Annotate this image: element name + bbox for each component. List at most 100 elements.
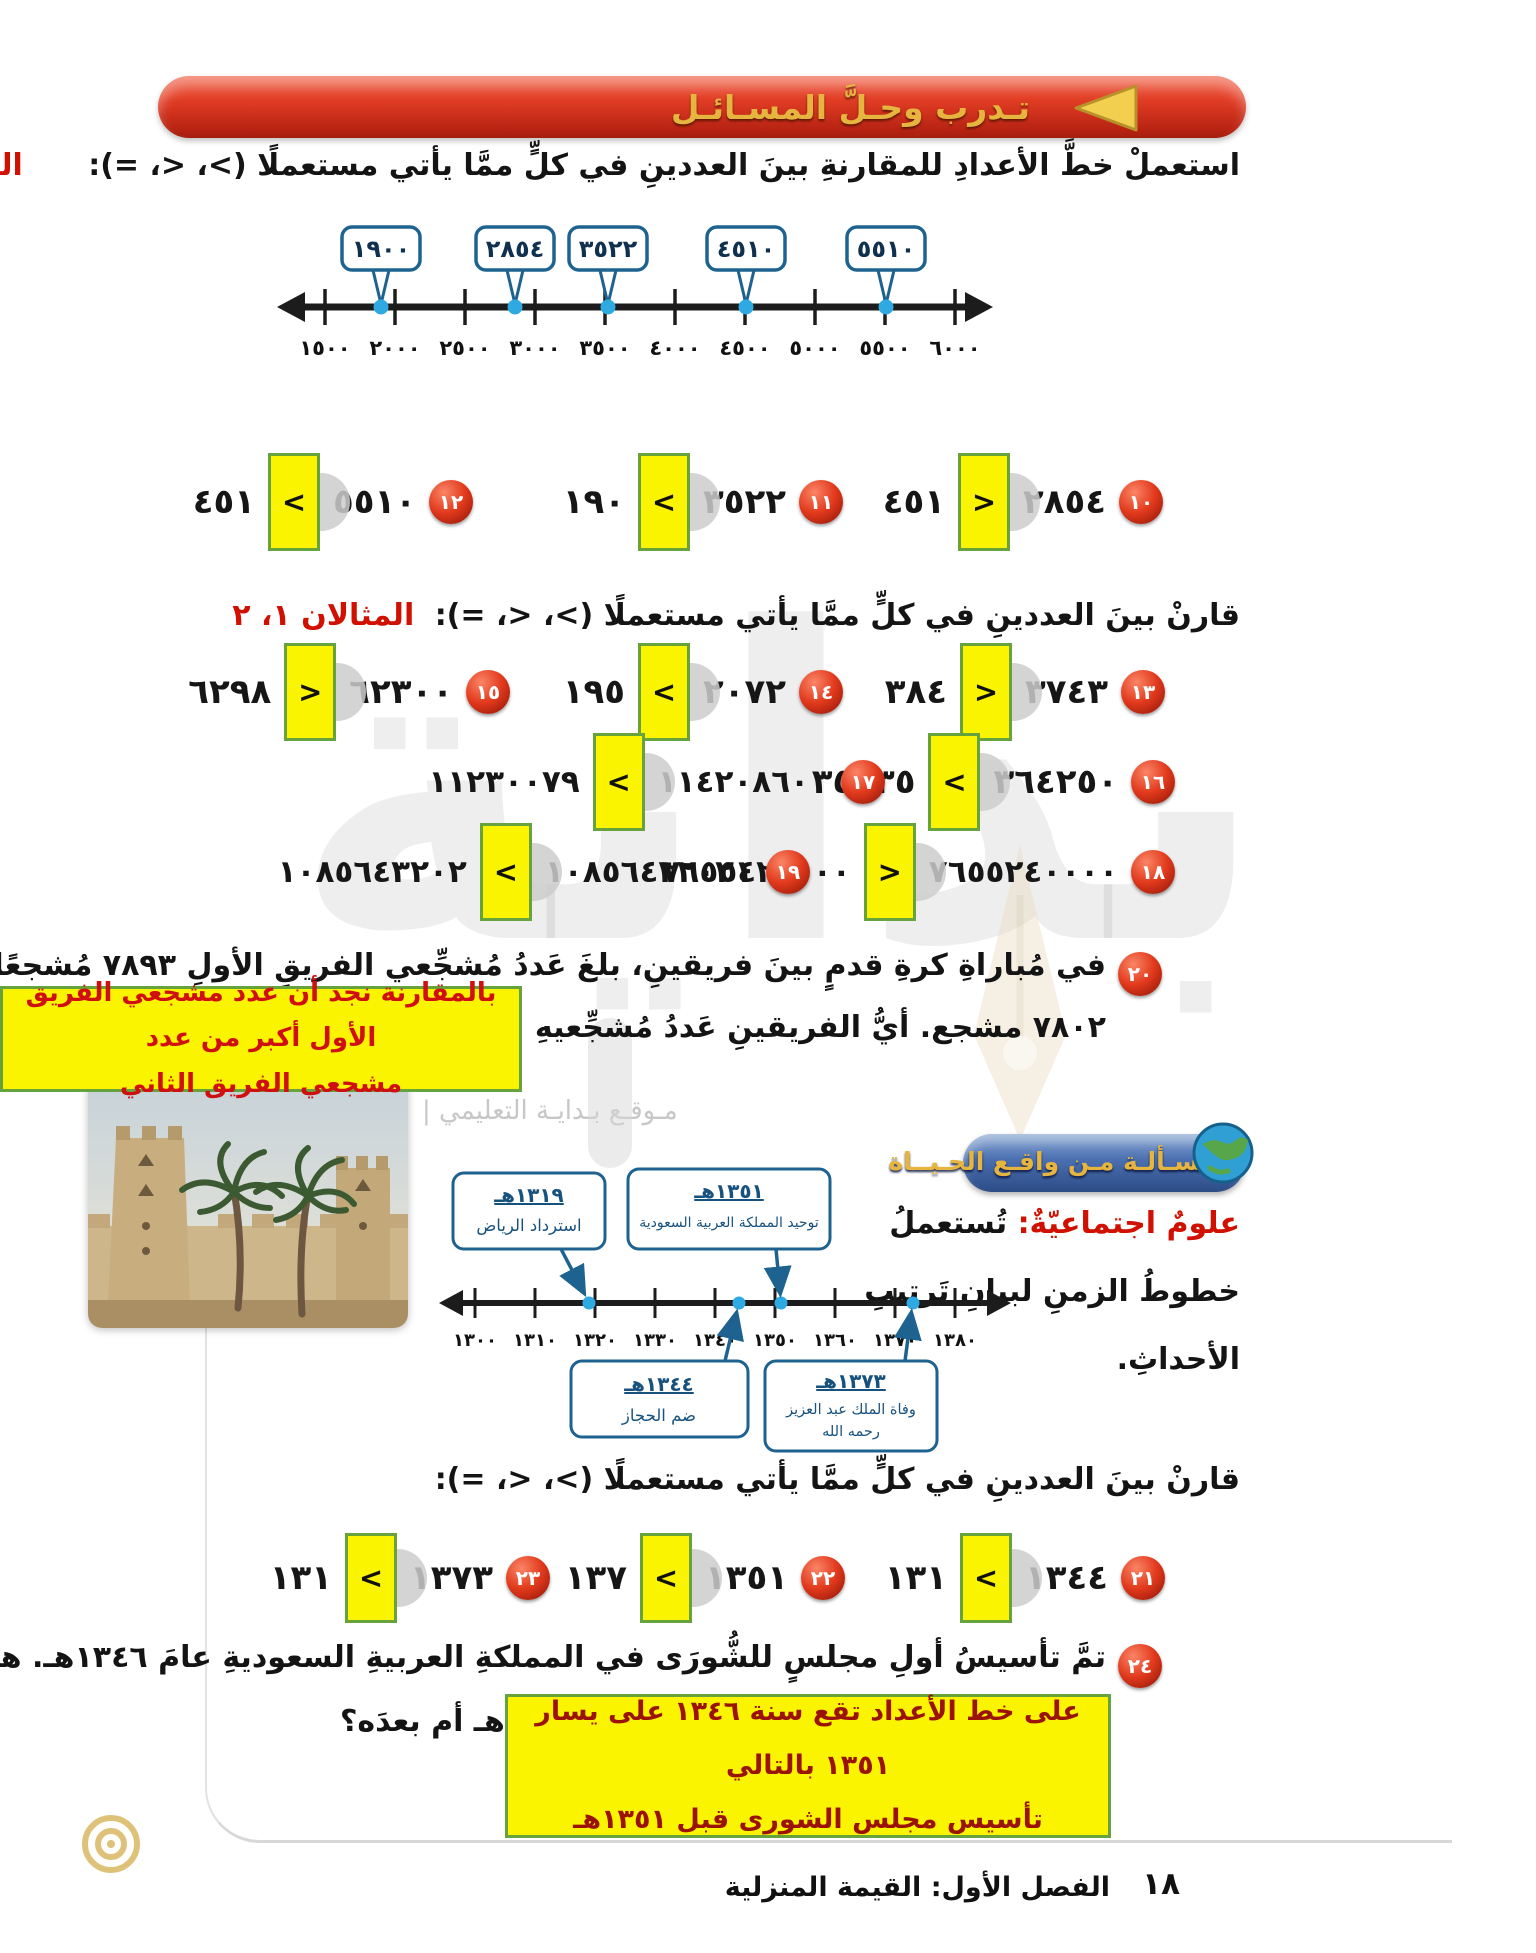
page-number: ١٨ bbox=[1142, 1866, 1180, 1902]
event-year: ١٣٤٤هـ bbox=[623, 1372, 694, 1396]
second-number: ١٣١ bbox=[269, 1558, 332, 1598]
comparison-symbol: < bbox=[493, 855, 519, 889]
answer-box[interactable]: < bbox=[637, 643, 690, 741]
answer-box[interactable]: < bbox=[592, 733, 645, 831]
problem-number-badge: ١١ bbox=[799, 480, 843, 524]
event-year: ١٣٥١هـ bbox=[693, 1179, 764, 1203]
problem-number-badge: ١٠ bbox=[1119, 480, 1163, 524]
watermark-pen-nib bbox=[974, 845, 1066, 1140]
footer-chapter-title: الفصل الأول: القيمة المنزلية bbox=[724, 1872, 1110, 1903]
examples-reference: المثالان ١، ٢ bbox=[0, 148, 23, 183]
comparison-symbol: > bbox=[877, 855, 902, 889]
tick-label: ٦٠٠٠ bbox=[929, 336, 980, 360]
problem-number-badge: ١٣ bbox=[1121, 670, 1165, 714]
problem-number-badge: ١٥ bbox=[466, 670, 510, 714]
event-label: ضم الحجاز bbox=[621, 1406, 696, 1426]
problem-item-11: ١١ ٣٥٢٢ < ١٩٠ bbox=[563, 452, 843, 552]
tick-label: ١٣٦٠ bbox=[813, 1330, 857, 1351]
problem-item-22: ٢٢ ١٣٥١ < ١٣٧ bbox=[565, 1528, 845, 1628]
problem-item-16: ١٦ ٣٦٤٢٥٠ < ٣٥٦٣٥ bbox=[812, 732, 1175, 832]
timeline-tick-labels: ١٣٠٠ ١٣١٠ ١٣٢٠ ١٣٣٠ ١٣٤٠ ١٣٥٠ ١٣٦٠ ١٣٧٠ … bbox=[453, 1330, 977, 1351]
spiral-ornament-icon bbox=[82, 1815, 140, 1873]
answer-box[interactable]: > bbox=[959, 643, 1012, 741]
callout-tails bbox=[370, 264, 897, 306]
problem-item-15: ١٥ ٦٢٣٠٠ > ٦٢٩٨ bbox=[188, 642, 510, 742]
comparison-symbol: > bbox=[973, 675, 999, 709]
instruction-compare-2: قارنْ بينَ العددينِ في كلٍّ ممَّا يأتي م… bbox=[434, 1462, 1240, 1497]
tick-label: ١٣٠٠ bbox=[453, 1330, 497, 1351]
answer-box[interactable]: < bbox=[959, 1533, 1012, 1623]
watermark-logo-text: بداية bbox=[290, 540, 1270, 1040]
answer-box[interactable]: < bbox=[637, 453, 690, 551]
examples-reference: المثالان ١، ٢ bbox=[232, 598, 415, 633]
problem-number-badge: ١٤ bbox=[799, 670, 843, 714]
callout-value: ١٩٠٠ bbox=[352, 235, 411, 263]
answer-box[interactable]: < bbox=[928, 733, 981, 831]
answer-box[interactable]: > bbox=[957, 453, 1010, 551]
second-number: ٤٥١ bbox=[882, 482, 945, 522]
callout-value: ٣٥٢٢ bbox=[579, 235, 638, 263]
problem-item-13: ١٣ ٣٧٤٣ > ٣٨٤ bbox=[885, 642, 1165, 742]
event-year: ١٣٧٣هـ bbox=[815, 1369, 886, 1393]
second-number: ٣٨٤ bbox=[884, 672, 947, 712]
answer-text: بالمقارنة نجد أن عدد مشجعي الفريق الأول … bbox=[25, 977, 497, 1054]
globe-icon bbox=[1192, 1122, 1254, 1184]
timeline-event-texts: ١٣١٩هـ استرداد الرياض ١٣٥١هـ توحيد الممل… bbox=[476, 1179, 916, 1440]
problem-item-14: ١٤ ٢٠٧٢ < ١٩٥ bbox=[563, 642, 843, 742]
answer-box-problem24[interactable]: على خط الأعداد تقع سنة ١٣٤٦ على يسار ١٣٥… bbox=[505, 1694, 1111, 1838]
tick-label: ٣٥٠٠ bbox=[579, 336, 630, 360]
tick-label: ٤٠٠٠ bbox=[649, 336, 700, 360]
answer-box-problem20[interactable]: بالمقارنة نجد أن عدد مشجعي الفريق الأول … bbox=[0, 978, 522, 1099]
tick-label: ٢٥٠٠ bbox=[439, 336, 490, 360]
second-number: ١٩٥ bbox=[562, 672, 625, 712]
callout-boxes bbox=[340, 225, 927, 272]
comparison-symbol: < bbox=[653, 1561, 679, 1595]
first-number: ٣٦٤٢٥٠ bbox=[993, 762, 1118, 802]
problem-number-badge: ١٨ bbox=[1131, 850, 1175, 894]
tick-label: ١٣٨٠ bbox=[933, 1330, 977, 1351]
second-number: ١٩٠ bbox=[562, 482, 625, 522]
comparison-symbol: > bbox=[298, 675, 323, 709]
problem-number-badge: ٢١ bbox=[1121, 1556, 1165, 1600]
first-number: ٦٢٣٠٠ bbox=[349, 672, 453, 712]
callout-value: ٢٨٥٤ bbox=[486, 235, 545, 263]
answer-text: مشجعي الفريق الثاني bbox=[119, 1068, 403, 1099]
social-studies-line3: الأحداثِ. bbox=[1116, 1342, 1240, 1377]
problem-item-12: ١٢ ٥٥١٠ < ٤٥١ bbox=[193, 452, 473, 552]
comparison-symbol: < bbox=[973, 1561, 999, 1595]
problem-item-19: ١٩ ١٠٨٥٦٤٣٢٠٢١ < ١٠٨٥٦٤٣٢٠٢ bbox=[278, 822, 810, 922]
number-line-tick-labels: ١٥٠٠ ٢٠٠٠ ٢٥٠٠ ٣٠٠٠ ٣٥٠٠ ٤٠٠٠ ٤٥٠٠ ٥٠٠٠ … bbox=[299, 336, 980, 360]
answer-box[interactable]: > bbox=[284, 643, 337, 741]
answer-box[interactable]: > bbox=[863, 823, 916, 921]
instruction-text: قارنْ بينَ العددينِ في كلٍّ ممَّا يأتي م… bbox=[434, 598, 1240, 633]
problem20-line1: في مُباراةِ كرةِ قدمٍ بينَ فريقينِ، بلغَ… bbox=[0, 948, 1106, 983]
instruction-use-number-line: استعملْ خطَّ الأعدادِ للمقارنةِ بينَ الع… bbox=[0, 148, 1240, 183]
answer-box[interactable]: < bbox=[479, 823, 532, 921]
event-label: وفاة الملك عبد العزيز bbox=[785, 1402, 916, 1418]
answer-box[interactable]: < bbox=[344, 1533, 397, 1623]
answer-box[interactable]: < bbox=[267, 453, 320, 551]
comparison-symbol: < bbox=[651, 485, 677, 519]
social-studies-line1: علومٌ اجتماعيّةٌ: تُستعملُ bbox=[889, 1206, 1240, 1241]
answer-box[interactable]: < bbox=[639, 1533, 692, 1623]
practice-banner-title: تـدرب وحـلَّ المسـائـل bbox=[670, 88, 1030, 127]
problem-number-badge: ١٩ bbox=[766, 850, 810, 894]
tick-label: ٥٥٠٠ bbox=[859, 336, 910, 360]
comparison-symbol: > bbox=[971, 485, 997, 519]
event-label: رحمه الله bbox=[822, 1424, 880, 1440]
social-text: تُستعملُ bbox=[889, 1206, 1008, 1241]
tick-label: ٥٠٠٠ bbox=[789, 336, 840, 360]
problem-number-badge: ١٢ bbox=[429, 480, 473, 524]
real-life-banner-title: مسـألـة مـن واقـع الحـيــاة bbox=[888, 1147, 1215, 1176]
number-line-dots bbox=[373, 299, 894, 315]
second-number: ١٠٨٥٦٤٣٢٠٢ bbox=[277, 854, 467, 890]
problem-number-badge: ٢٢ bbox=[801, 1556, 845, 1600]
tick-label: ٤٥٠٠ bbox=[719, 336, 770, 360]
social-studies-heading: علومٌ اجتماعيّةٌ: bbox=[1017, 1206, 1240, 1241]
first-number: ١١٤٢٠٨٦٠٠ bbox=[657, 764, 828, 800]
problem-item-21: ٢١ ١٣٤٤ < ١٣١ bbox=[885, 1528, 1165, 1628]
second-number: ١٣٧ bbox=[564, 1558, 627, 1598]
timeline-figure: ١٣٠٠ ١٣١٠ ١٣٢٠ ١٣٣٠ ١٣٤٠ ١٣٥٠ ١٣٦٠ ١٣٧٠ … bbox=[439, 1167, 1011, 1453]
instruction-text: استعملْ خطَّ الأعدادِ للمقارنةِ بينَ الع… bbox=[88, 148, 1240, 183]
